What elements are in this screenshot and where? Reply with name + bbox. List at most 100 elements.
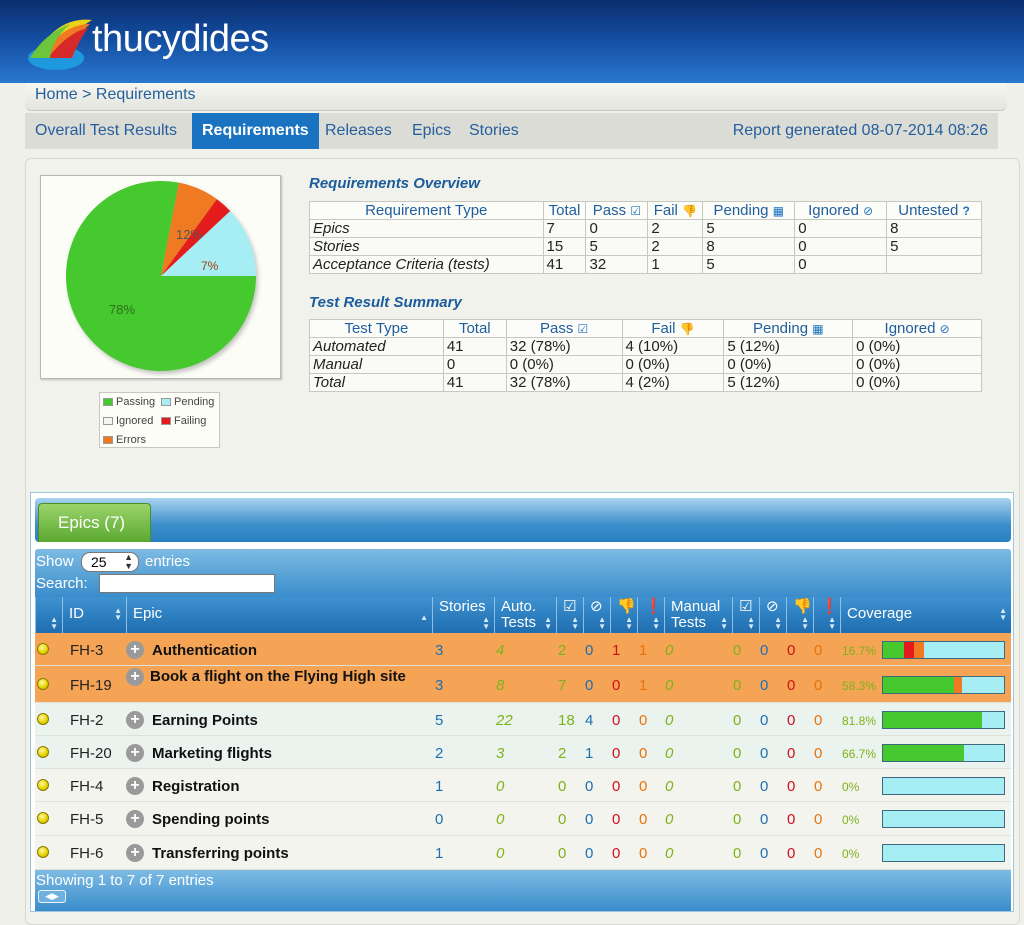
col-fail: Fail 👎 bbox=[647, 201, 704, 220]
expand-plus-icon[interactable]: + bbox=[126, 844, 144, 862]
table-header-row: Test Type Total Pass ☑ Fail 👎 Pending ▦ … bbox=[309, 319, 982, 338]
epic-name[interactable]: Authentication bbox=[152, 642, 257, 659]
sort-asc-icon: ▲ bbox=[420, 613, 428, 622]
breadcrumb[interactable]: Home > Requirements bbox=[35, 86, 196, 103]
table-row: Total 41 32 (78%) 4 (2%) 5 (12%) 0 (0%) bbox=[309, 373, 982, 392]
sort-icon: ▲ ▼ bbox=[625, 615, 633, 631]
coverage-bar bbox=[882, 676, 1005, 694]
cell bbox=[886, 255, 982, 274]
entries-value: 25 bbox=[91, 554, 107, 570]
coverage-error-segment bbox=[914, 642, 924, 658]
manual-errors-count: 0 bbox=[814, 845, 823, 862]
epic-row[interactable]: FH-3 + Authentication 3 4 2 0 1 1 0 0 0 0 0 16.7% bbox=[35, 633, 1011, 666]
col-manual-ignored[interactable]: ⊘ ▲ ▼ bbox=[759, 597, 786, 633]
sort-status-column[interactable]: ▲ ▼ bbox=[35, 597, 62, 633]
col-pass: Pass ☑ bbox=[585, 201, 649, 220]
manual-tests-count: 0 bbox=[665, 712, 674, 729]
col-requirement-type: Requirement Type bbox=[309, 201, 544, 220]
col-manual-pass[interactable]: ☑ ▲ ▼ bbox=[732, 597, 759, 633]
stories-count: 1 bbox=[435, 778, 444, 795]
col-auto-failed[interactable]: 👎 ▲ ▼ bbox=[610, 597, 637, 633]
nav-epics[interactable]: Epics bbox=[412, 122, 452, 139]
error-exclamation-icon: ❗ bbox=[820, 598, 839, 615]
manual-failed-count: 0 bbox=[787, 677, 796, 694]
nav-stories[interactable]: Stories bbox=[469, 122, 519, 139]
legend-pending: Pending bbox=[161, 395, 214, 409]
col-auto-pass[interactable]: ☑ ▲ ▼ bbox=[556, 597, 583, 633]
nav-releases[interactable]: Releases bbox=[325, 122, 392, 139]
sort-icon: ▲ ▼ bbox=[482, 615, 490, 631]
manual-ignored-count: 0 bbox=[760, 677, 769, 694]
cell: 0 (0%) bbox=[621, 355, 725, 374]
col-stories[interactable]: Stories ▲ ▼ bbox=[432, 597, 494, 633]
epic-name[interactable]: Transferring points bbox=[152, 845, 289, 862]
cell: 0 bbox=[585, 219, 649, 238]
error-exclamation-icon: ❗ bbox=[644, 598, 663, 615]
tab-epics[interactable]: Epics (7) bbox=[38, 503, 151, 542]
col-auto-errors[interactable]: ❗ ▲ ▼ bbox=[637, 597, 664, 633]
status-dot-icon bbox=[37, 779, 49, 791]
epic-row[interactable]: FH-5 + Spending points 0 0 0 0 0 0 0 0 0 0 0 0% bbox=[35, 802, 1011, 836]
auto-pass-count: 2 bbox=[558, 745, 567, 762]
epic-row[interactable]: FH-19 + Book a flight on the Flying High s… bbox=[35, 666, 1011, 703]
status-dot-icon bbox=[37, 812, 49, 824]
expand-plus-icon[interactable]: + bbox=[126, 777, 144, 795]
col-manual-errors[interactable]: ❗ ▲ ▼ bbox=[813, 597, 840, 633]
manual-tests-count: 0 bbox=[665, 778, 674, 795]
pagination-arrows-icon[interactable]: ◀▶ bbox=[38, 890, 66, 903]
epic-row[interactable]: FH-2 + Earning Points 5 22 18 4 0 0 0 0 0 0 0 81.8% bbox=[35, 703, 1011, 736]
table-row: Automated 41 32 (78%) 4 (10%) 5 (12%) 0 … bbox=[309, 337, 982, 356]
epic-row[interactable]: FH-20 + Marketing flights 2 3 2 1 0 0 0 0 0 0 0 66.7% bbox=[35, 736, 1011, 769]
epic-name[interactable]: Marketing flights bbox=[152, 745, 273, 762]
ignored-swatch-icon bbox=[103, 417, 113, 426]
search-input[interactable] bbox=[99, 574, 275, 593]
col-manual-failed[interactable]: 👎 ▲ ▼ bbox=[786, 597, 813, 633]
epic-row[interactable]: FH-4 + Registration 1 0 0 0 0 0 0 0 0 0 0 0% bbox=[35, 769, 1011, 802]
nav-requirements[interactable]: Requirements bbox=[192, 113, 319, 149]
col-auto-tests[interactable]: Auto. Tests ▲ ▼ bbox=[494, 597, 556, 633]
status-dot-icon bbox=[37, 746, 49, 758]
pass-check-icon: ☑ bbox=[630, 204, 642, 218]
ignored-circle-icon: ⊘ bbox=[939, 322, 950, 336]
expand-plus-icon[interactable]: + bbox=[126, 641, 144, 659]
epics-table-header bbox=[35, 597, 1011, 633]
cell: 5 bbox=[585, 237, 649, 256]
expand-plus-icon[interactable]: + bbox=[126, 744, 144, 762]
manual-tests-count: 0 bbox=[665, 811, 674, 828]
sort-icon: ▲ ▼ bbox=[598, 615, 606, 631]
expand-plus-icon[interactable]: + bbox=[126, 810, 144, 828]
auto-failed-count: 0 bbox=[612, 845, 621, 862]
nav-overall-test-results[interactable]: Overall Test Results bbox=[35, 122, 177, 139]
epic-name[interactable]: Book a flight on the Flying High site bbox=[150, 668, 406, 685]
manual-errors-count: 0 bbox=[814, 745, 823, 762]
auto-tests-count: 22 bbox=[496, 712, 513, 729]
manual-failed-count: 0 bbox=[787, 712, 796, 729]
sort-icon: ▲ ▼ bbox=[571, 615, 579, 631]
entries-per-page-select[interactable]: 25 ▲ ▼ bbox=[81, 552, 139, 572]
col-ignored: Ignored ⊘ bbox=[794, 201, 888, 220]
epic-name[interactable]: Registration bbox=[152, 778, 240, 795]
epic-row[interactable]: FH-6 + Transferring points 1 0 0 0 0 0 0 0 0 0 0 0% bbox=[35, 836, 1011, 870]
cell: 0 (0%) bbox=[505, 355, 623, 374]
sort-icon: ▲ ▼ bbox=[774, 615, 782, 631]
requirements-overview-table: Requirement Type Total Pass ☑ Fail 👎 Pen… bbox=[309, 201, 982, 274]
col-manual-tests[interactable]: Manual Tests ▲ ▼ bbox=[664, 597, 732, 633]
expand-plus-icon[interactable]: + bbox=[126, 668, 144, 686]
cell: 7 bbox=[542, 219, 587, 238]
expand-plus-icon[interactable]: + bbox=[126, 711, 144, 729]
stories-count: 5 bbox=[435, 712, 444, 729]
col-auto-ignored[interactable]: ⊘ ▲ ▼ bbox=[583, 597, 610, 633]
col-id[interactable]: ID ▲ ▼ bbox=[62, 597, 126, 633]
manual-failed-count: 0 bbox=[787, 642, 796, 659]
col-pass: Pass ☑ bbox=[505, 319, 623, 338]
coverage-percent: 0% bbox=[842, 780, 860, 794]
status-dot-icon bbox=[37, 678, 49, 690]
manual-failed-count: 0 bbox=[787, 778, 796, 795]
epic-name[interactable]: Earning Points bbox=[152, 712, 258, 729]
col-epic[interactable]: Epic ▲ bbox=[126, 597, 432, 633]
epic-id: FH-5 bbox=[70, 811, 104, 828]
col-coverage[interactable]: Coverage ▲ ▼ bbox=[840, 597, 1011, 633]
row-label: Acceptance Criteria (tests) bbox=[309, 255, 544, 274]
row-label: Manual bbox=[309, 355, 444, 374]
epic-name[interactable]: Spending points bbox=[152, 811, 270, 828]
